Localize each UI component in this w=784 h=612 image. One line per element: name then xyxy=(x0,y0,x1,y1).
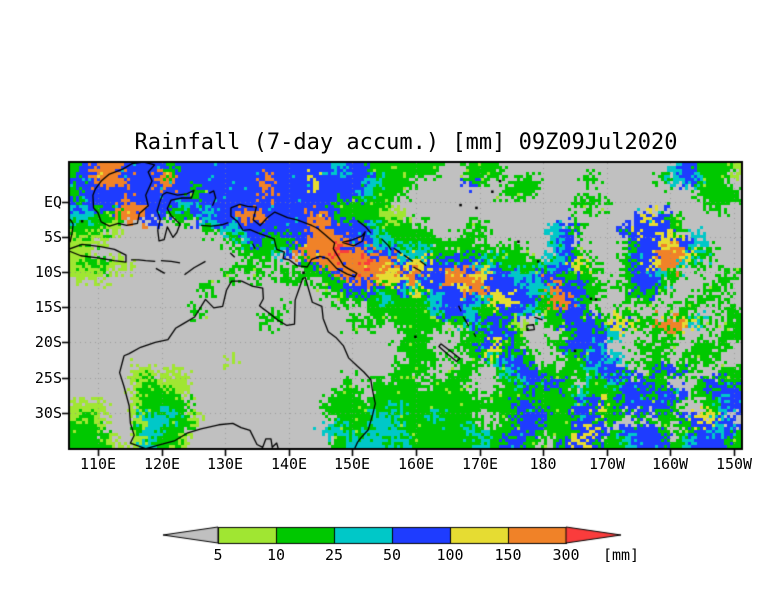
colorbar-level-label: 100 xyxy=(436,546,464,564)
x-tick-label: 160E xyxy=(397,455,435,473)
x-tick-label: 180 xyxy=(529,455,557,473)
x-tick-label: 170E xyxy=(461,455,499,473)
y-tick-label: 20S xyxy=(34,333,62,351)
chart-title: Rainfall (7-day accum.) [mm] 09Z09Jul202… xyxy=(134,130,678,155)
colorbar-level-label: 10 xyxy=(266,546,286,564)
y-tick-label: 10S xyxy=(34,263,62,281)
x-tick-label: 120E xyxy=(143,455,181,473)
x-tick-label: 150W xyxy=(715,455,753,473)
colorbar-level-label: 150 xyxy=(494,546,522,564)
x-tick-label: 150E xyxy=(333,455,371,473)
y-tick-label: 30S xyxy=(34,404,62,422)
colorbar-level-label: 300 xyxy=(552,546,580,564)
x-tick-label: 170W xyxy=(588,455,626,473)
x-tick-label: 140E xyxy=(270,455,308,473)
x-tick-label: 130E xyxy=(206,455,244,473)
colorbar-level-label: 5 xyxy=(213,546,223,564)
y-tick-label: 25S xyxy=(34,369,62,387)
x-tick-label: 110E xyxy=(79,455,117,473)
colorbar-level-label: 25 xyxy=(324,546,344,564)
colorbar-level-label: 50 xyxy=(382,546,402,564)
colorbar-unit-label: [mm] xyxy=(602,546,640,564)
y-tick-label: 5S xyxy=(43,228,62,246)
x-tick-label: 160W xyxy=(651,455,689,473)
y-tick-label: EQ xyxy=(43,193,62,211)
y-tick-label: 15S xyxy=(34,298,62,316)
